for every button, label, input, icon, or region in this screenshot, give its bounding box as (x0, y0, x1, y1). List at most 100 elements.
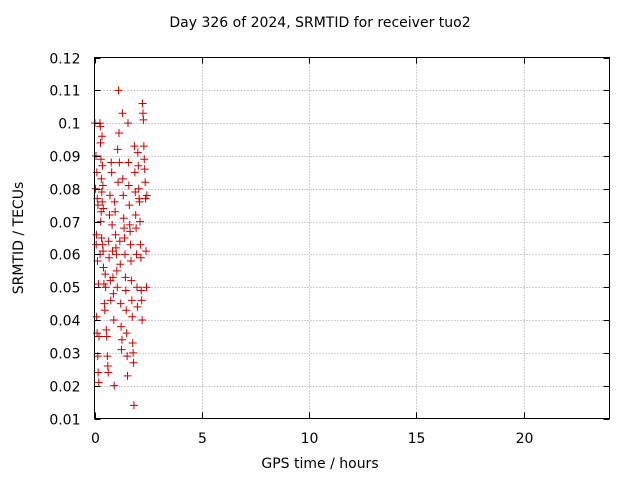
data-point (99, 204, 108, 213)
data-point (114, 178, 123, 187)
data-point (114, 128, 123, 137)
data-point (114, 86, 123, 95)
data-point (129, 401, 138, 410)
data-point (97, 234, 106, 242)
data-point (129, 348, 138, 357)
data-point (120, 250, 129, 259)
data-point (121, 273, 130, 282)
chart-title: Day 326 of 2024, SRMTID for receiver tuo… (169, 15, 471, 31)
data-point (108, 247, 117, 256)
data-point (106, 296, 115, 305)
data-point (134, 161, 143, 170)
y-tick-label: 0.09 (49, 150, 80, 166)
data-point (108, 220, 117, 229)
y-tick-label: 0.06 (49, 248, 80, 264)
data-point (133, 148, 142, 157)
data-point (116, 260, 125, 269)
y-tick-label: 0.07 (49, 216, 80, 232)
data-point (119, 191, 128, 200)
x-tick-label: 10 (301, 431, 319, 447)
data-point (97, 207, 106, 216)
data-point (108, 273, 117, 282)
data-point (128, 312, 137, 321)
data-point (117, 322, 126, 331)
x-tick-label: 15 (408, 431, 426, 447)
data-point (132, 224, 141, 233)
y-tick-label: 0.03 (49, 347, 80, 363)
data-point (120, 224, 129, 233)
y-tick-label: 0.01 (49, 413, 80, 429)
data-point (115, 237, 124, 246)
data-point (96, 138, 105, 147)
y-tick-label: 0.11 (49, 84, 80, 100)
data-point (105, 211, 114, 220)
data-point (101, 283, 110, 292)
data-point (118, 109, 127, 118)
data-point (142, 191, 151, 200)
data-point (126, 256, 135, 265)
data-point (122, 306, 131, 315)
data-point (99, 263, 108, 272)
data-point (109, 316, 118, 325)
data-point (97, 174, 106, 183)
data-point (142, 247, 150, 256)
data-point (137, 286, 146, 295)
data-point (124, 181, 133, 190)
data-point (120, 234, 129, 242)
data-point (138, 316, 147, 325)
data-point (102, 332, 111, 341)
data-point (127, 276, 136, 285)
data-point (100, 306, 109, 315)
data-point (121, 286, 130, 295)
data-point (131, 188, 140, 197)
data-point (123, 371, 132, 380)
x-tick-label: 20 (516, 431, 534, 447)
data-point (103, 352, 112, 361)
y-axis-label: SRMTID / TECUs (11, 181, 27, 295)
data-point (99, 279, 108, 288)
data-point (130, 142, 139, 151)
x-axis-label: GPS time / hours (261, 456, 379, 472)
data-point (125, 201, 134, 210)
data-point (97, 188, 106, 197)
data-point (98, 197, 107, 206)
data-point (98, 161, 107, 170)
data-point (96, 155, 105, 164)
data-point (132, 283, 141, 292)
data-point (131, 211, 140, 220)
data-point (116, 299, 125, 308)
data-point (140, 165, 149, 174)
x-tick-label: 5 (198, 431, 207, 447)
y-tick-label: 0.05 (49, 281, 80, 297)
data-point (113, 283, 122, 292)
data-point (129, 358, 138, 367)
data-point (98, 181, 107, 190)
data-point (93, 201, 102, 210)
data-point (111, 207, 120, 216)
data-point (115, 158, 124, 167)
data-point (136, 253, 145, 262)
data-point (135, 197, 144, 206)
data-point (96, 217, 105, 226)
data-point (133, 302, 142, 311)
data-point (141, 178, 150, 187)
data-point (94, 368, 103, 377)
data-point (123, 119, 132, 128)
data-point (142, 283, 151, 292)
data-point (91, 184, 100, 193)
y-tick-label: 0.12 (49, 52, 80, 68)
data-point (105, 253, 114, 262)
data-point (109, 289, 118, 298)
data-point (107, 168, 116, 177)
grid-lines (94, 57, 610, 419)
data-point (101, 270, 110, 279)
y-tick-label: 0.02 (49, 380, 80, 396)
data-point (117, 335, 126, 344)
data-point (141, 194, 150, 203)
data-point (135, 217, 144, 226)
data-point (95, 332, 104, 341)
data-point (105, 191, 114, 200)
data-point (138, 99, 147, 108)
data-point (119, 214, 128, 223)
